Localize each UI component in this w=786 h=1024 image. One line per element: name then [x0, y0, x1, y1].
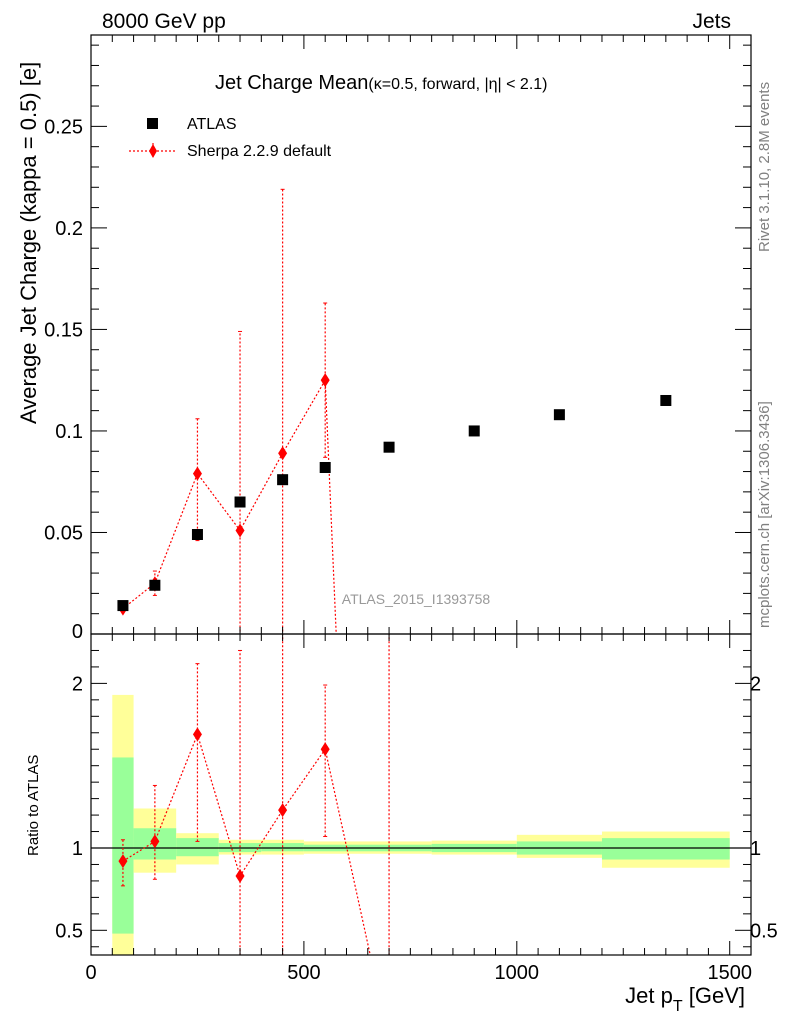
x-axis-label-subscript: T: [673, 998, 683, 1015]
y-tick-label-0: 0.05: [44, 522, 83, 544]
main-mc-series: [118, 188, 337, 634]
legend-mc-label: Sherpa 2.2.9 default: [187, 143, 332, 160]
data-point-5: [319, 461, 331, 473]
ratio-mc-point-3: [235, 868, 245, 883]
x-axis-label-main: Jet p: [625, 983, 673, 1008]
x-tick-label-1: 500: [287, 962, 320, 984]
data-point-2: [191, 529, 203, 541]
ratio-mc-series: [118, 634, 390, 955]
data-point-7: [468, 425, 480, 437]
ratio-mc-point-0: [118, 854, 128, 869]
mcplots-reference-label: mcplots.cern.ch [arXiv:1306.3436]: [756, 401, 773, 628]
data-point-1: [149, 579, 161, 591]
y-axis-label: Average Jet Charge (kappa = 0.5) [e]: [16, 62, 41, 424]
mc-point-2: [192, 466, 202, 481]
ratio-mc-point-1: [150, 834, 160, 849]
ratio-mc-point-4: [278, 803, 288, 818]
chart-title: Jet Charge Mean(κ=0.5, forward, |η| < 2.…: [215, 72, 547, 94]
ratio-y-tick-label-right-0: 0.5: [750, 920, 778, 942]
data-point-6: [383, 441, 395, 453]
rivet-version-label: Rivet 3.1.10, 2.8M events: [756, 82, 773, 252]
data-point-3: [234, 496, 246, 508]
ratio-y-tick-label-right-1: 1: [750, 838, 761, 860]
ratio-y-tick-label-left-0: 0.5: [55, 920, 83, 942]
legend-data-marker: [147, 118, 158, 129]
ratio-y-tick-label-right-2: 2: [750, 673, 761, 695]
x-tick-label-0: 0: [85, 962, 96, 984]
ratio-band-inner-9: [601, 838, 730, 860]
axis-ticks: [90, 35, 752, 955]
y-tick-label-zero: 0: [72, 621, 83, 643]
x-tick-label-3: 1500: [707, 962, 752, 984]
y-tick-label-2: 0.15: [44, 319, 83, 341]
data-point-9: [660, 394, 672, 406]
y-tick-label-1: 0.1: [55, 421, 83, 443]
legend-data-label: ATLAS: [187, 116, 237, 133]
analysis-watermark: ATLAS_2015_I1393758: [342, 591, 491, 607]
mc-point-3: [235, 523, 245, 538]
ratio-mc-line: [122, 732, 371, 955]
y-tick-label-3: 0.2: [55, 218, 83, 240]
data-point-0: [117, 600, 129, 612]
x-axis-label: Jet pT [GeV]: [625, 983, 745, 1015]
mc-point-4: [278, 446, 288, 461]
ratio-y-tick-label-left-1: 1: [72, 838, 83, 860]
y-tick-label-4: 0.25: [44, 116, 83, 138]
x-axis-label-unit: [GeV]: [683, 983, 745, 1008]
x-tick-label-2: 1000: [495, 962, 540, 984]
ratio-uncertainty-bands: [112, 694, 730, 955]
chart-title-sub: (κ=0.5, forward, |η| < 2.1): [368, 76, 547, 93]
ratio-y-axis-label: Ratio to ATLAS: [25, 755, 42, 856]
ratio-mc-point-2: [192, 727, 202, 742]
main-data-series: [117, 394, 672, 612]
legend-mc-marker: [149, 144, 157, 158]
header-jets-label: Jets: [692, 10, 731, 33]
data-point-4: [277, 474, 289, 486]
header-energy-label: 8000 GeV pp: [102, 10, 226, 33]
ratio-mc-point-5: [320, 742, 330, 757]
mc-point-5: [320, 373, 330, 388]
ratio-band-inner-2: [176, 838, 219, 857]
ratio-y-tick-label-left-2: 2: [72, 673, 83, 695]
legend: ATLAS Sherpa 2.2.9 default: [129, 116, 332, 160]
data-point-8: [553, 409, 565, 421]
chart-title-main: Jet Charge Mean: [215, 72, 368, 94]
ratio-plot-frame: [90, 633, 752, 956]
